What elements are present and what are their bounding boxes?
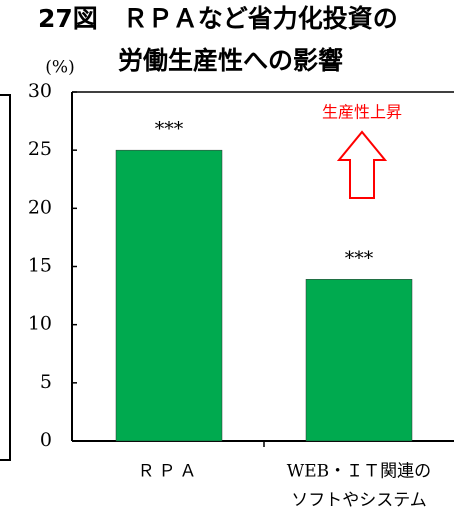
y-tick-label: 10	[28, 313, 52, 335]
y-tick-label: 5	[40, 371, 52, 393]
chart-title: 27図 ＲＰＡなど省力化投資の	[38, 4, 398, 33]
y-tick-label: 15	[28, 255, 52, 277]
y-tick-label: 20	[28, 196, 52, 218]
x-tick-label: ＲＰＡ	[138, 462, 201, 482]
annotation: 生産性上昇	[322, 103, 402, 122]
up-arrow	[336, 130, 388, 199]
bar	[305, 279, 413, 442]
y-tick-label: 25	[28, 138, 52, 160]
frame-edge	[0, 94, 11, 461]
x-tick-label: ソフトやシステム	[291, 491, 427, 511]
y-tick-label: 0	[40, 429, 52, 451]
value-label: ***	[345, 247, 374, 269]
bar	[115, 149, 223, 442]
value-label: ***	[155, 118, 184, 140]
y-tick-label: 30	[28, 80, 52, 102]
x-tick-label: WEB・ＩＴ関連の	[287, 462, 431, 482]
chart-subtitle: 労働生産性への影響	[118, 46, 343, 75]
y-axis-label: (%)	[45, 58, 74, 78]
